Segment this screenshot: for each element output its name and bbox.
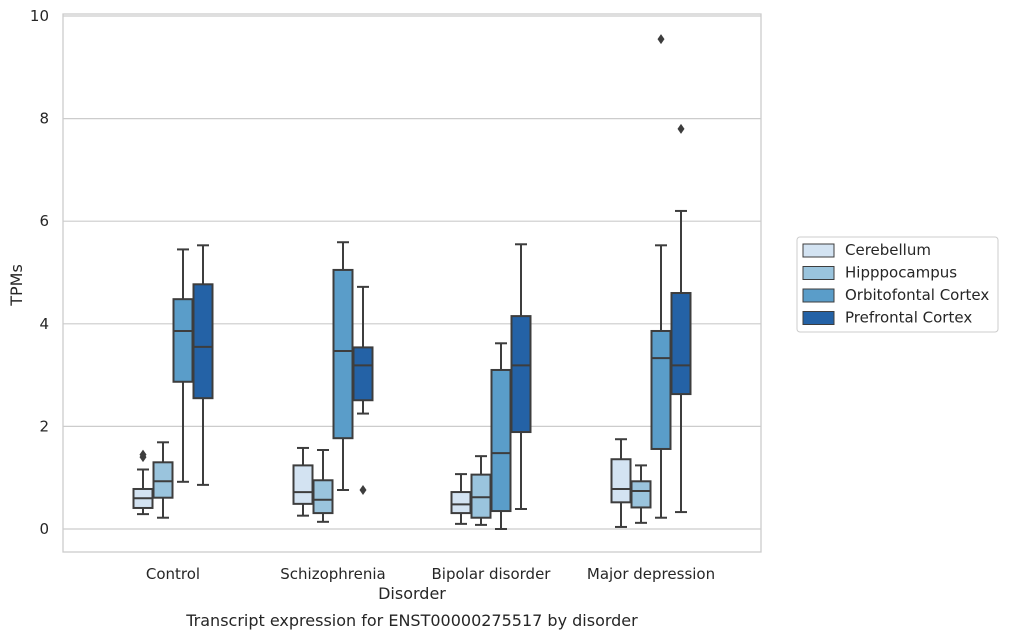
legend-label: Orbitofontal Cortex bbox=[845, 286, 989, 304]
box-iqr bbox=[292, 464, 314, 505]
box-iqr bbox=[670, 292, 692, 396]
box-iqr bbox=[470, 473, 492, 519]
box-0-2 bbox=[450, 473, 472, 525]
legend-label: Hipppocampus bbox=[845, 264, 957, 282]
outlier-point bbox=[139, 449, 147, 460]
legend-swatch bbox=[802, 288, 835, 303]
box-iqr bbox=[650, 329, 672, 450]
box-2-1 bbox=[332, 241, 354, 492]
legend-swatch bbox=[802, 266, 835, 280]
box-2-0 bbox=[172, 248, 194, 483]
box-3-2 bbox=[510, 243, 532, 510]
outlier-point bbox=[657, 34, 665, 45]
box-iqr bbox=[332, 268, 354, 440]
y-tick-label: 0 bbox=[39, 520, 49, 538]
box-0-1 bbox=[292, 446, 314, 517]
box-iqr bbox=[490, 368, 512, 513]
box-0-0 bbox=[132, 449, 154, 516]
box-3-0 bbox=[192, 244, 214, 486]
box-2-2 bbox=[490, 342, 512, 530]
x-tick-label: Schizophrenia bbox=[280, 565, 385, 583]
box-iqr bbox=[510, 315, 532, 434]
chart-caption: Transcript expression for ENST0000027551… bbox=[185, 611, 638, 630]
y-tick-label: 6 bbox=[39, 212, 49, 230]
box-1-1 bbox=[312, 448, 334, 523]
x-tick-labels: Control Schizophrenia Bipolar disorder Majo… bbox=[146, 565, 715, 583]
box-1-0 bbox=[152, 441, 174, 519]
box-1-2 bbox=[470, 455, 492, 526]
legend-frame bbox=[796, 236, 999, 333]
box-1-3 bbox=[630, 464, 652, 524]
y-tick-label: 2 bbox=[39, 417, 49, 435]
x-axis-label: Disorder bbox=[378, 584, 446, 603]
y-tick-labels: 0 2 4 6 8 10 bbox=[30, 7, 49, 538]
box-3-1 bbox=[352, 285, 374, 496]
boxes bbox=[132, 34, 692, 530]
y-tick-label: 4 bbox=[39, 315, 49, 333]
y-tick-label: 10 bbox=[30, 7, 49, 25]
box-3-3 bbox=[670, 123, 692, 514]
x-tick-label: Major depression bbox=[587, 565, 715, 583]
y-tick-label: 8 bbox=[39, 110, 49, 128]
x-tick-label: Bipolar disorder bbox=[432, 565, 552, 583]
gridlines bbox=[63, 15, 761, 530]
box-iqr bbox=[312, 479, 334, 515]
legend-swatch bbox=[802, 243, 835, 258]
box-iqr bbox=[172, 298, 194, 383]
x-tick-label: Control bbox=[146, 565, 200, 583]
box-iqr bbox=[450, 491, 472, 515]
legend-swatch bbox=[802, 311, 835, 325]
box-iqr bbox=[192, 283, 214, 400]
legend-label: Prefrontal Cortex bbox=[845, 309, 972, 327]
box-iqr bbox=[630, 480, 652, 509]
box-iqr bbox=[152, 461, 174, 499]
plot-area-frame bbox=[62, 13, 762, 553]
y-axis-label: TPMs bbox=[7, 264, 26, 307]
outlier-point bbox=[677, 123, 685, 134]
outlier-point bbox=[359, 485, 367, 496]
box-iqr bbox=[352, 346, 374, 402]
box-2-3 bbox=[650, 34, 672, 519]
box-iqr bbox=[610, 458, 632, 504]
legend-label: Cerebellum bbox=[845, 241, 931, 259]
box-0-3 bbox=[610, 438, 632, 528]
legend: Cerebellum Hipppocampus Orbitofontal Corte… bbox=[796, 236, 999, 333]
